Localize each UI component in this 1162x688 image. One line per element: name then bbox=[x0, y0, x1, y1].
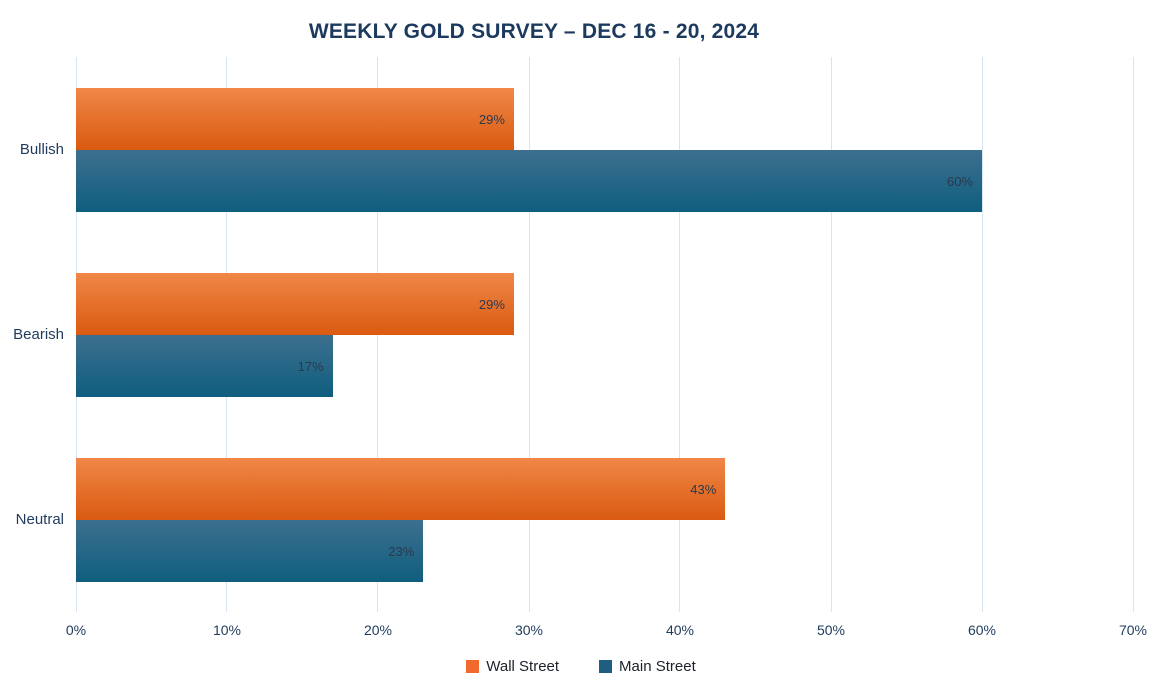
x-tick-label: 10% bbox=[212, 622, 242, 638]
category-label-neutral: Neutral bbox=[15, 511, 64, 528]
bar-wall-street-neutral: 43% bbox=[76, 458, 726, 520]
bar-value-label: 60% bbox=[946, 173, 973, 189]
bar-main-street-bullish: 60% bbox=[76, 150, 982, 212]
legend-label: Main Street bbox=[619, 658, 696, 675]
x-tick-label: 50% bbox=[816, 622, 846, 638]
bar-main-street-bearish: 17% bbox=[76, 335, 333, 397]
legend-item-wall-street: Wall Street bbox=[466, 658, 559, 675]
x-tick-label: 60% bbox=[967, 622, 997, 638]
bar-group-neutral: 43% 23% bbox=[76, 427, 1133, 612]
bar-value-label: 23% bbox=[388, 543, 415, 559]
plot-area: 29% 60% 29% 17% 43% 23% bbox=[75, 57, 1134, 612]
bar-wall-street-bearish: 29% bbox=[76, 273, 514, 335]
gridline bbox=[679, 57, 681, 612]
legend-swatch-icon bbox=[466, 660, 480, 673]
gridline bbox=[830, 57, 832, 612]
bar-group-bearish: 29% 17% bbox=[76, 242, 1133, 427]
bar-value-label: 29% bbox=[478, 111, 505, 127]
bar-value-label: 17% bbox=[297, 358, 324, 374]
gridline bbox=[1132, 57, 1134, 612]
gridline bbox=[528, 57, 530, 612]
chart-title: WEEKLY GOLD SURVEY – DEC 16 - 20, 2024 bbox=[308, 20, 760, 43]
gridline bbox=[981, 57, 983, 612]
x-tick-label: 0% bbox=[65, 622, 87, 638]
bar-value-label: 29% bbox=[478, 296, 505, 312]
category-label-bearish: Bearish bbox=[13, 326, 64, 343]
category-label-bullish: Bullish bbox=[19, 141, 64, 158]
x-tick-label: 30% bbox=[514, 622, 544, 638]
x-tick-label: 20% bbox=[363, 622, 393, 638]
bar-main-street-neutral: 23% bbox=[76, 520, 424, 582]
x-tick-label: 70% bbox=[1118, 622, 1148, 638]
bar-group-bullish: 29% 60% bbox=[76, 57, 1133, 242]
x-tick-label: 40% bbox=[665, 622, 695, 638]
legend-item-main-street: Main Street bbox=[599, 658, 696, 675]
bar-wall-street-bullish: 29% bbox=[76, 88, 514, 150]
bar-value-label: 43% bbox=[690, 481, 717, 497]
legend-label: Wall Street bbox=[486, 658, 560, 675]
legend: Wall Street Main Street bbox=[0, 658, 1162, 675]
legend-swatch-icon bbox=[599, 660, 613, 673]
